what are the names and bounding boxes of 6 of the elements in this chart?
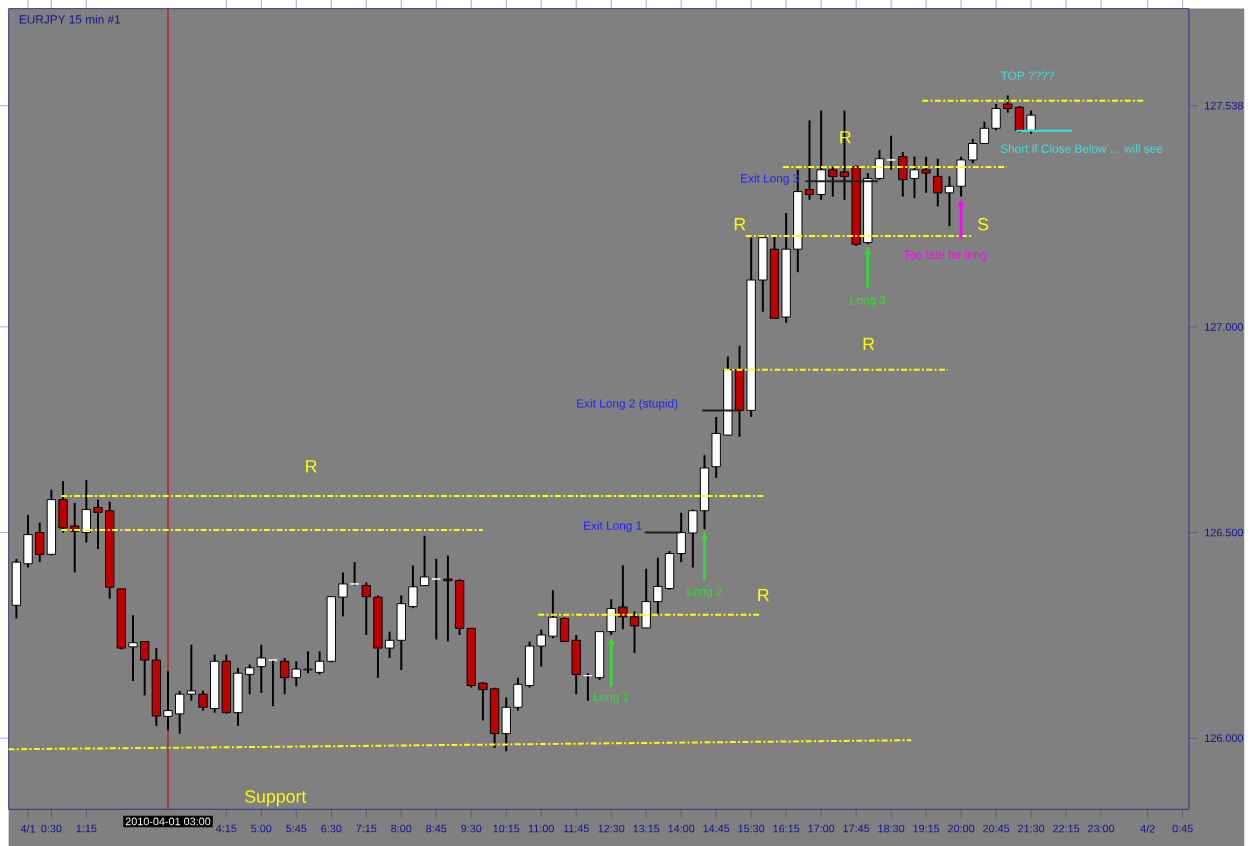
annotation: R xyxy=(758,588,769,601)
annotation: R xyxy=(863,337,875,350)
annotation: R xyxy=(306,459,317,472)
annotation: R xyxy=(734,217,746,230)
annotation: S xyxy=(977,217,989,231)
annotation: Support xyxy=(245,789,307,806)
